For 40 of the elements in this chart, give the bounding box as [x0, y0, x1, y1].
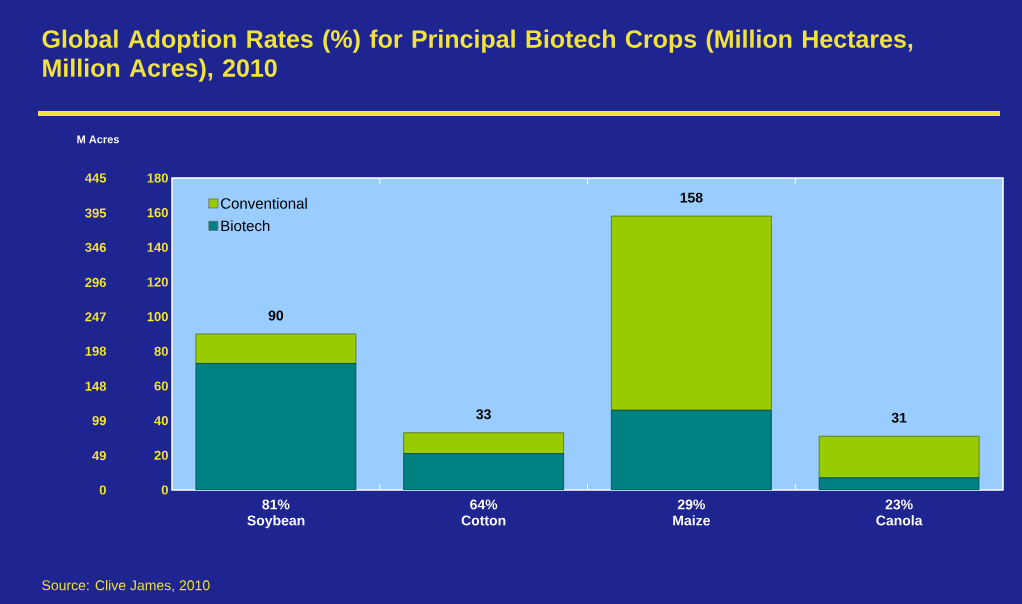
y2-tick-label: 296: [85, 277, 106, 288]
total-label: 33: [476, 409, 491, 420]
y-tick-label: 80: [154, 346, 168, 356]
bar: [818, 435, 980, 479]
y2-tick-label: 198: [85, 346, 107, 356]
bar: [195, 363, 357, 490]
y-tick-label: 140: [147, 242, 168, 252]
y-tick-label: 60: [154, 381, 168, 391]
y2-tick-label: 99: [92, 415, 106, 426]
y2-tick-label: 395: [85, 208, 107, 218]
y-tick-label: 160: [147, 208, 168, 218]
chart-title: Global Adoption Rates (%) for Principal Biotech Crops (Million Hectares, Million Acres), 2010: [42, 29, 913, 82]
y-tick-label: 20: [154, 450, 168, 460]
y-tick-label: 0: [161, 485, 168, 495]
source-note: Source: Clive James, 2010: [42, 580, 210, 592]
y2-tick-label: 148: [85, 381, 107, 391]
total-label: 90: [268, 310, 284, 321]
legend-label: Conventional: [221, 197, 307, 209]
y-tick-label: 120: [147, 277, 168, 287]
y2-tick-label: 346: [85, 242, 106, 253]
y-tick-label: 180: [147, 173, 168, 183]
bar: [195, 333, 357, 364]
y2-tick-label: 445: [84, 173, 107, 183]
bar: [403, 432, 565, 454]
x-tick-label: 81% Soybean: [247, 499, 305, 529]
y2-tick-label: 247: [85, 312, 106, 322]
x-tick-label: 29% Maize: [673, 499, 710, 526]
bar: [611, 215, 772, 411]
y-tick-label: 100: [147, 312, 168, 322]
y2-tick-label: 0: [99, 485, 106, 495]
y2-axis-title: M Acres: [77, 135, 119, 144]
y-tick-label: 40: [154, 416, 168, 426]
total-label: 158: [680, 192, 703, 203]
bar: [611, 409, 772, 490]
x-tick-label: 64% Cotton: [461, 499, 506, 526]
bar: [403, 453, 564, 490]
legend-label: Biotech: [221, 220, 270, 232]
y2-tick-label: 49: [92, 451, 106, 461]
total-label: 31: [891, 412, 907, 423]
x-tick-label: 23% Canola: [876, 499, 923, 526]
